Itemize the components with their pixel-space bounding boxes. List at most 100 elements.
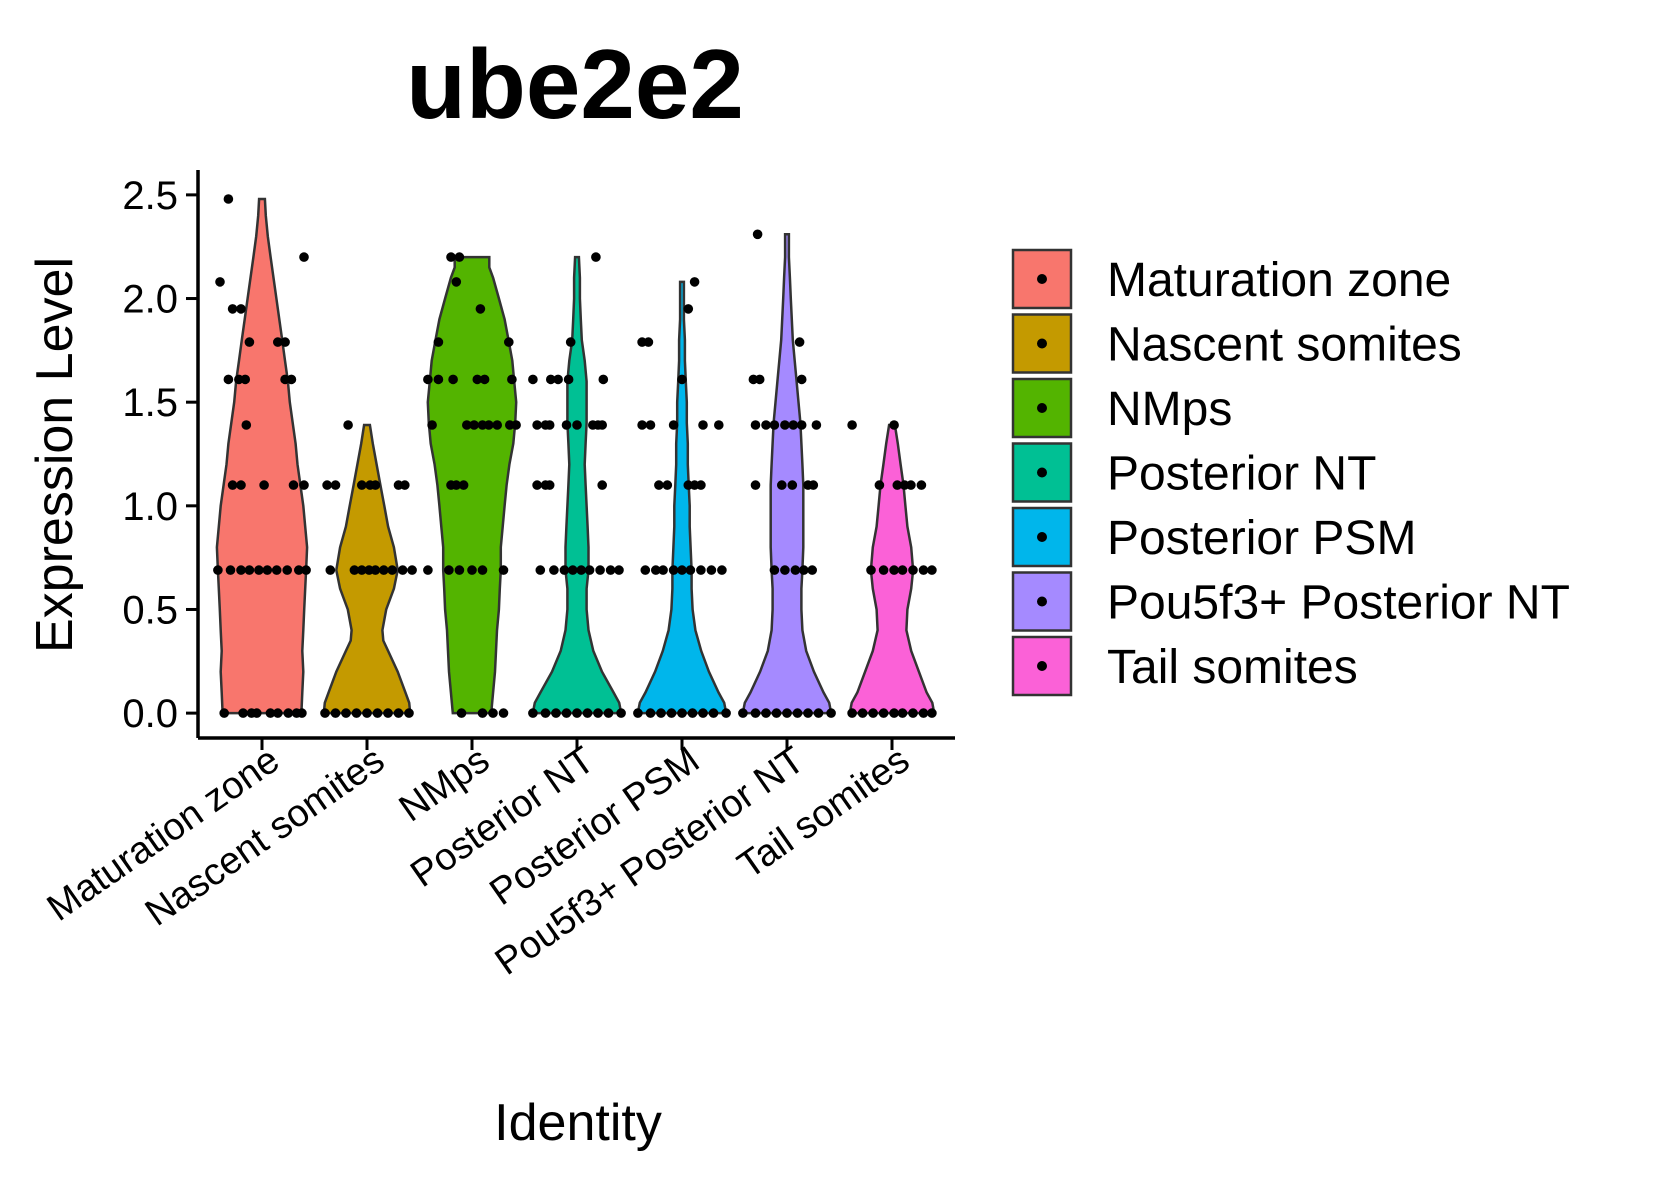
data-point — [492, 420, 503, 430]
data-point — [658, 565, 668, 575]
data-point — [546, 374, 556, 385]
data-point — [603, 708, 614, 718]
data-point — [528, 374, 538, 385]
data-point — [645, 708, 656, 718]
data-point — [572, 420, 582, 430]
data-point — [225, 565, 236, 575]
data-point — [782, 708, 792, 718]
data-point — [790, 565, 801, 575]
data-point — [454, 252, 465, 262]
data-point — [383, 708, 393, 718]
data-point — [651, 565, 661, 575]
data-point — [227, 480, 238, 490]
legend-key-point — [1037, 596, 1047, 607]
data-point — [927, 565, 937, 575]
data-point — [223, 374, 234, 385]
data-point — [597, 420, 607, 430]
data-point — [563, 374, 574, 385]
data-point — [826, 708, 836, 718]
data-point — [927, 708, 937, 718]
data-point — [400, 480, 410, 490]
x-axis-label: Identity — [494, 1094, 662, 1152]
data-point — [259, 480, 269, 490]
data-point — [379, 565, 389, 575]
data-point — [889, 420, 899, 430]
data-point — [330, 480, 341, 490]
data-point — [387, 565, 398, 575]
data-point — [656, 708, 666, 718]
legend-label: Posterior PSM — [1107, 512, 1416, 565]
data-point — [616, 708, 626, 718]
data-point — [892, 480, 903, 490]
violin-group-posterior-psm — [633, 277, 731, 718]
data-point — [236, 565, 246, 575]
legend-item-posterior-psm: Posterior PSM — [1011, 506, 1416, 568]
data-point — [750, 708, 761, 718]
data-point — [433, 337, 444, 347]
chart-title: ube2e2 — [406, 29, 744, 139]
data-point — [544, 480, 555, 490]
data-point — [717, 565, 727, 575]
data-point — [796, 420, 807, 430]
data-point — [219, 708, 229, 718]
data-point — [532, 480, 542, 490]
data-point — [472, 374, 483, 385]
data-point — [598, 374, 609, 385]
legend-key-point — [1037, 661, 1047, 671]
violin-group-maturation-zone — [213, 194, 311, 718]
data-point — [273, 708, 283, 718]
data-point — [330, 708, 341, 718]
data-point — [477, 708, 488, 718]
legend-key-point — [1037, 467, 1047, 478]
data-point — [427, 420, 437, 430]
data-point — [868, 708, 878, 718]
data-point — [780, 420, 790, 430]
data-point — [271, 565, 282, 575]
data-point — [605, 565, 616, 575]
violin-group-posterior-nt — [528, 252, 626, 718]
data-point — [761, 420, 771, 430]
data-point — [761, 708, 771, 718]
y-axis-label: Expression Level — [26, 257, 84, 653]
data-point — [227, 304, 238, 314]
data-point — [477, 565, 488, 575]
data-point — [803, 708, 813, 718]
legend-key-point — [1037, 338, 1047, 349]
data-point — [643, 337, 654, 347]
data-point — [286, 374, 297, 385]
data-point — [362, 708, 372, 718]
data-point — [456, 708, 467, 718]
data-point — [668, 420, 679, 430]
legend-item-maturation-zone: Maturation zone — [1011, 248, 1451, 310]
data-point — [780, 565, 790, 575]
data-point — [299, 252, 309, 262]
data-point — [244, 565, 255, 575]
data-point — [475, 304, 486, 314]
data-point — [357, 565, 367, 575]
data-point — [301, 565, 311, 575]
data-point — [572, 708, 582, 718]
data-point — [357, 480, 367, 490]
data-point — [498, 708, 509, 718]
data-point — [433, 374, 444, 385]
y-tick-label: 0.0 — [122, 692, 178, 736]
data-point — [343, 420, 353, 430]
data-point — [322, 480, 332, 490]
data-point — [591, 252, 601, 262]
data-point — [706, 565, 717, 575]
data-point — [349, 565, 360, 575]
data-point — [467, 565, 477, 575]
legend-item-nascent-somites: Nascent somites — [1011, 313, 1462, 374]
y-tick-label: 2.0 — [122, 278, 178, 322]
legend-label: Maturation zone — [1107, 254, 1451, 307]
data-point — [916, 480, 927, 490]
violin-maturation-zone — [215, 197, 309, 715]
data-point — [244, 337, 255, 347]
data-point — [273, 337, 283, 347]
data-point — [595, 565, 605, 575]
data-point — [458, 480, 469, 490]
data-point — [897, 565, 908, 575]
data-point — [866, 565, 876, 575]
data-point — [897, 708, 908, 718]
data-point — [549, 565, 559, 575]
